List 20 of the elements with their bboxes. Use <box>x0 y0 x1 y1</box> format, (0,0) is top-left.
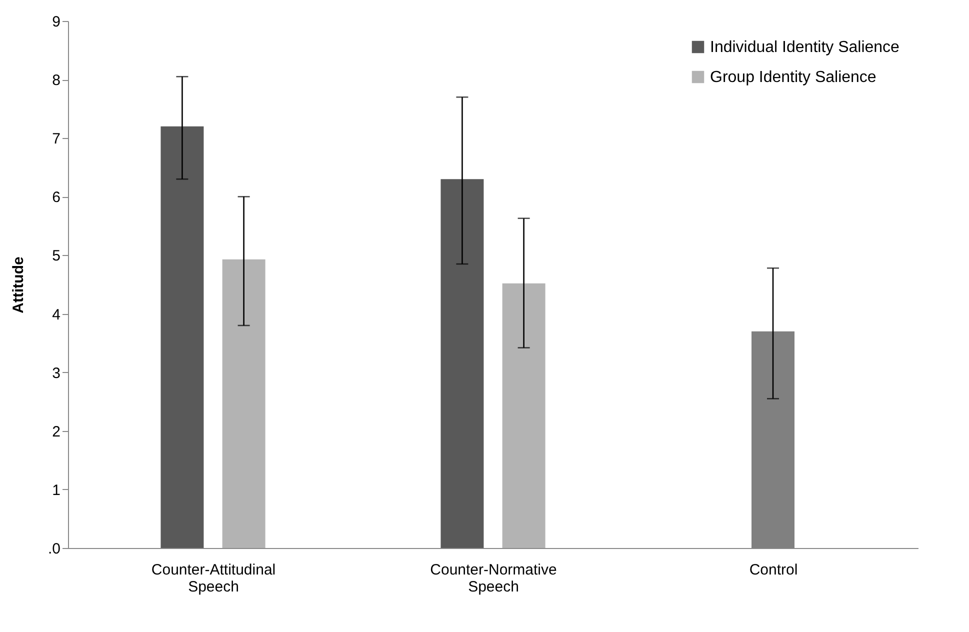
y-tick-label: 5 <box>52 248 60 265</box>
bar <box>440 179 484 548</box>
y-tick-label: 2 <box>52 423 60 440</box>
y-tick-label: 8 <box>52 72 60 90</box>
legend-label: Individual Identity Salience <box>710 39 900 56</box>
y-tick-label: 7 <box>52 130 60 148</box>
y-tick-label: 4 <box>52 306 60 324</box>
legend-label: Group Identity Salience <box>710 69 876 86</box>
y-tick-label: 3 <box>52 364 60 382</box>
bar <box>222 259 266 548</box>
y-tick-label: 6 <box>52 189 60 206</box>
y-tick-label: .0 <box>48 540 60 558</box>
bar <box>502 283 546 548</box>
y-axis-title: Attitude <box>10 256 27 314</box>
x-tick-label: Counter-Normative Speech <box>430 562 557 596</box>
x-tick-label: Control <box>749 562 798 578</box>
y-tick-label: 9 <box>52 14 60 30</box>
y-tick-label: 1 <box>52 482 60 499</box>
bar <box>160 126 204 548</box>
x-tick-label: Counter-Attitudinal Speech <box>151 562 276 596</box>
